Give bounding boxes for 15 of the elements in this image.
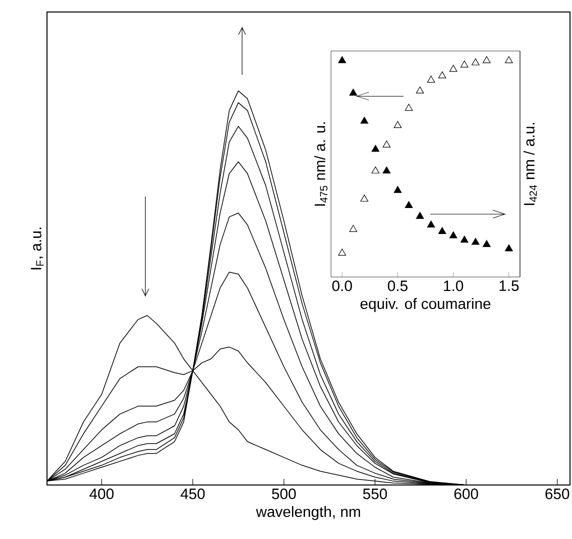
x-axis-title: wavelength, nm bbox=[256, 506, 360, 520]
y2-axis-title: I$_{424}$ nm / a.u. bbox=[524, 123, 537, 205]
y-axis-title: I$_{475}$ nm/ a. u. bbox=[314, 122, 328, 206]
y-axis-title: I$_{F}$, a.u. bbox=[30, 228, 44, 270]
x-tick-label: 0.5 bbox=[388, 280, 408, 292]
x-tick-label: 1.0 bbox=[444, 280, 464, 292]
x-tick-label: 450 bbox=[180, 488, 205, 500]
x-tick-label: 550 bbox=[363, 488, 387, 500]
x-tick-label: 1.5 bbox=[500, 280, 519, 291]
x-tick-label: 0.0 bbox=[332, 280, 352, 292]
x-axis-title: equiv. of coumarine bbox=[360, 298, 490, 312]
x-tick-label: 600 bbox=[454, 488, 478, 500]
x-tick-label: 650 bbox=[546, 488, 570, 500]
x-tick-label: 400 bbox=[90, 488, 114, 500]
x-tick-label: 500 bbox=[272, 488, 296, 500]
